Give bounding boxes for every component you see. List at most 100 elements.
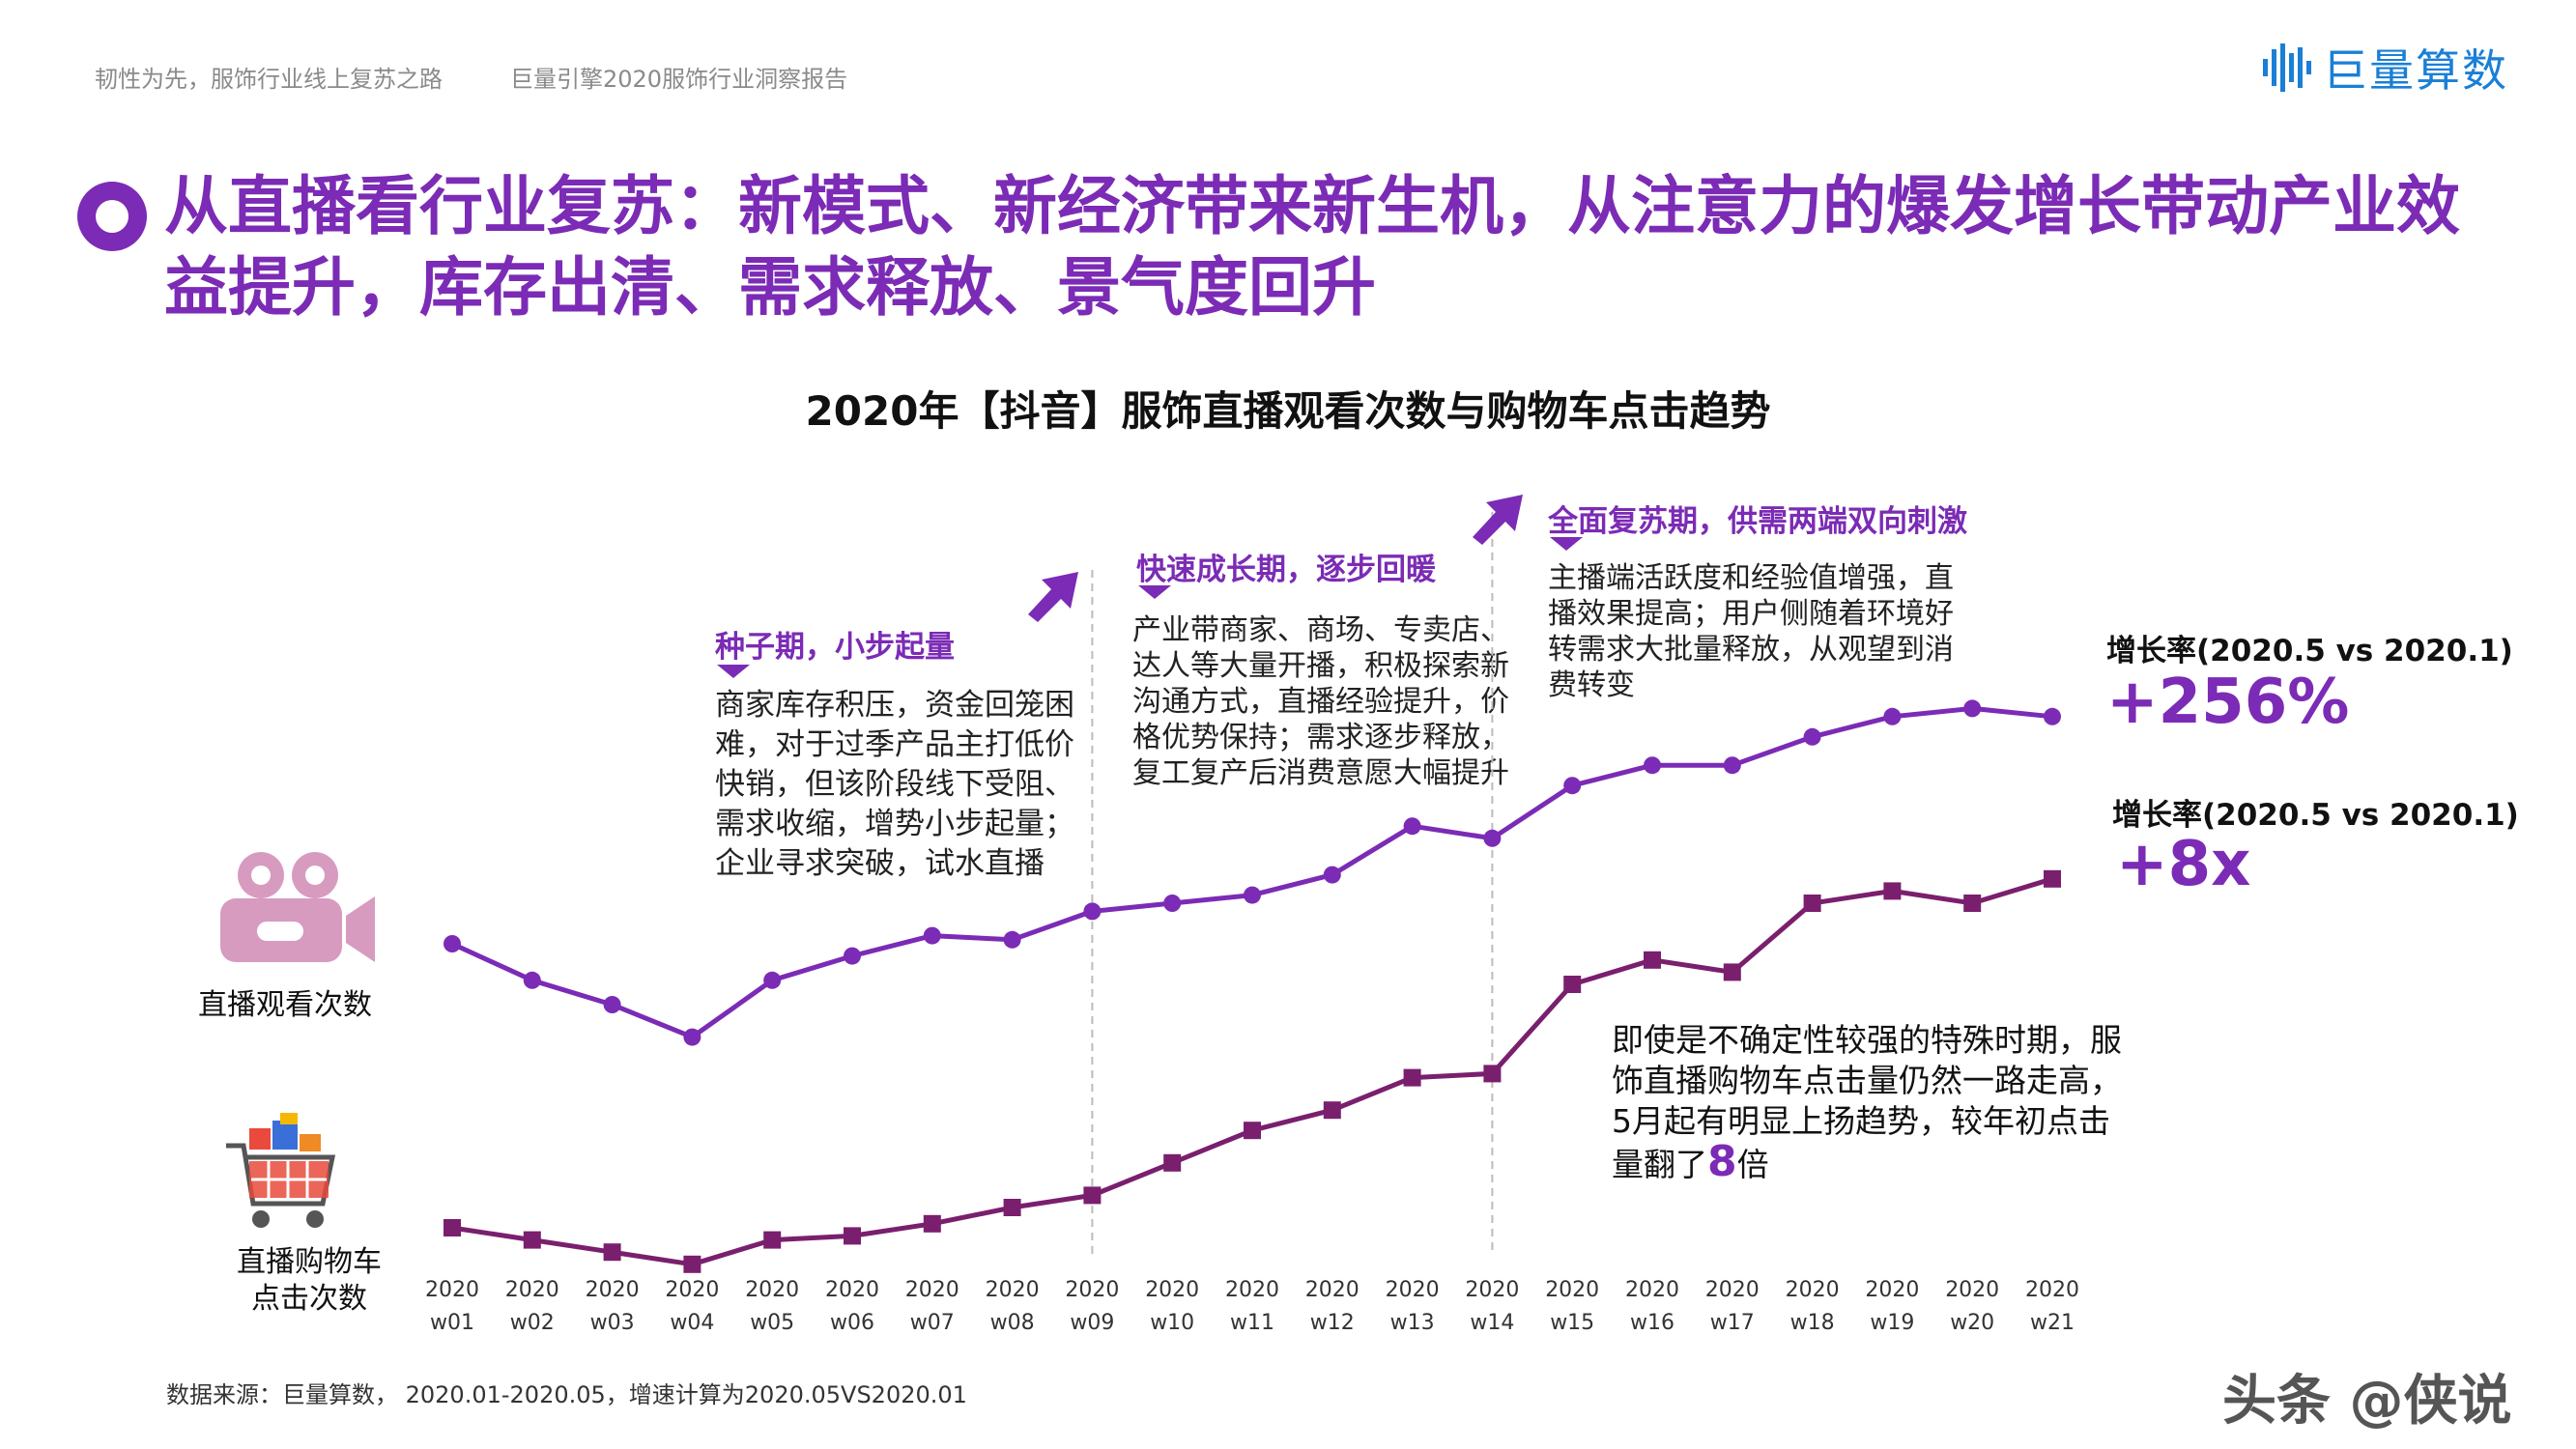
data-point-1 xyxy=(1963,699,1982,718)
watermark: 头条 @侠说 xyxy=(2222,1370,2512,1433)
data-point-1 xyxy=(2044,707,2061,725)
phase-1-body: 商家库存积压，资金回笼困难，对于过季产品主打低价快销，但该阶段线下受阻、需求收缩… xyxy=(715,688,1074,881)
x-tick-label: 2020 xyxy=(1545,1278,1599,1302)
x-tick-label: w20 xyxy=(1950,1311,1994,1335)
x-tick-label: w10 xyxy=(1150,1311,1194,1335)
data-point-1 xyxy=(1244,886,1261,904)
data-point-2 xyxy=(523,1231,541,1249)
data-point-1 xyxy=(1644,756,1661,775)
x-tick-label: w11 xyxy=(1230,1311,1274,1335)
data-point-1 xyxy=(1803,727,1821,746)
clicks-series-label-line2: 点击次数 xyxy=(251,1282,367,1316)
clicks-series-label: 直播购物车 点击次数 xyxy=(193,1244,425,1318)
data-point-1 xyxy=(523,971,541,989)
series-line-2 xyxy=(451,876,2053,1267)
x-tick-label: 2020 xyxy=(1625,1278,1679,1302)
x-tick-label: w21 xyxy=(2030,1311,2075,1335)
data-point-1 xyxy=(1563,777,1582,795)
phase-1-marker-icon xyxy=(717,665,750,678)
x-tick-label: w09 xyxy=(1070,1311,1114,1335)
x-tick-label: w12 xyxy=(1310,1311,1355,1335)
data-point-1 xyxy=(683,1028,701,1046)
page-headline: 从直播看行业复苏：新模式、新经济带来新生机，从注意力的爆发增长带动产业效益提升，… xyxy=(164,169,2460,325)
insight-note-highlight: 8 xyxy=(1707,1137,1737,1186)
x-tick-label: 2020 xyxy=(745,1278,799,1302)
x-tick-label: 2020 xyxy=(1945,1278,1999,1302)
data-point-2 xyxy=(1003,1199,1021,1216)
data-point-1 xyxy=(1323,866,1341,884)
x-tick-label: 2020 xyxy=(1465,1278,1519,1302)
x-tick-label: 2020 xyxy=(1705,1278,1760,1302)
data-point-2 xyxy=(1644,951,1661,969)
x-tick-label: w01 xyxy=(430,1311,474,1335)
growth-clicks-label: 增长率(2020.5 vs 2020.1) xyxy=(2112,798,2519,833)
x-tick-label: w13 xyxy=(1390,1311,1435,1335)
data-point-2 xyxy=(1083,1186,1102,1205)
data-point-2 xyxy=(1803,895,1821,912)
data-point-2 xyxy=(923,1214,941,1233)
x-tick-label: w19 xyxy=(1870,1311,1914,1335)
data-point-2 xyxy=(683,1255,701,1273)
growth-views-value: +256% xyxy=(2106,667,2350,738)
data-point-2 xyxy=(844,1227,861,1245)
x-tick-label: w03 xyxy=(590,1311,635,1335)
x-tick-label: 2020 xyxy=(825,1278,879,1302)
insight-note-suffix: 倍 xyxy=(1736,1146,1769,1183)
data-point-2 xyxy=(603,1243,621,1262)
video-camera-icon xyxy=(220,852,375,962)
data-point-1 xyxy=(1723,756,1741,775)
phase-3-title: 全面复苏期，供需两端双向刺激 xyxy=(1548,504,1967,539)
data-point-1 xyxy=(1403,817,1421,836)
data-point-1 xyxy=(1483,829,1502,847)
brand-logo: 巨量算数 xyxy=(2261,39,2508,97)
data-point-2 xyxy=(1723,963,1741,981)
data-point-1 xyxy=(923,926,941,945)
phase-3-body: 主播端活跃度和经验值增强，直播效果提高；用户侧随着环境好转需求大批量释放，从观望… xyxy=(1548,561,1954,702)
x-tick-label: 2020 xyxy=(505,1278,559,1302)
data-point-2 xyxy=(763,1231,782,1249)
data-point-2 xyxy=(1963,895,1982,912)
data-source-note: 数据来源：巨量算数， 2020.01-2020.05，增速计算为2020.05V… xyxy=(166,1381,967,1408)
data-point-2 xyxy=(1244,1122,1261,1140)
x-tick-label: w06 xyxy=(830,1311,874,1335)
phase-arrow-icon xyxy=(1473,495,1523,545)
data-point-1 xyxy=(1883,707,1902,725)
data-point-2 xyxy=(1403,1068,1421,1087)
logo-bars-icon xyxy=(2263,43,2311,92)
x-tick-label: w17 xyxy=(1710,1311,1755,1335)
headline-bullet-icon xyxy=(77,182,147,251)
data-point-1 xyxy=(1003,930,1021,949)
header-report-title: 巨量引擎2020服饰行业洞察报告 xyxy=(510,66,848,93)
x-tick-label: w14 xyxy=(1470,1311,1514,1335)
data-point-2 xyxy=(1483,1065,1502,1083)
x-tick-label: 2020 xyxy=(586,1278,640,1302)
x-tick-label: w16 xyxy=(1630,1311,1674,1335)
x-tick-label: w02 xyxy=(510,1311,555,1335)
phase-2-body: 产业带商家、商场、专卖店、达人等大量开播，积极探索新沟通方式，直播经验提升，价格… xyxy=(1132,613,1509,790)
x-tick-label: w04 xyxy=(670,1311,714,1335)
phase-2-marker-icon xyxy=(1138,585,1171,599)
x-tick-label: w08 xyxy=(990,1311,1035,1335)
data-point-1 xyxy=(603,996,621,1013)
x-tick-label: w18 xyxy=(1790,1311,1835,1335)
x-tick-label: 2020 xyxy=(1065,1278,1119,1302)
phase-3-marker-icon xyxy=(1550,537,1583,551)
logo-text: 巨量算数 xyxy=(2323,44,2508,97)
phase-2-title: 快速成长期，逐步回暖 xyxy=(1136,553,1436,587)
x-tick-label: 2020 xyxy=(986,1278,1040,1302)
x-tick-label: 2020 xyxy=(905,1278,959,1302)
x-tick-label: w05 xyxy=(750,1311,794,1335)
x-tick-label: 2020 xyxy=(2025,1278,2079,1302)
chart-title: 2020年【抖音】服饰直播观看次数与购物车点击趋势 xyxy=(805,387,1771,435)
x-tick-label: w07 xyxy=(910,1311,955,1335)
data-point-1 xyxy=(1163,895,1182,912)
x-tick-label: 2020 xyxy=(1145,1278,1199,1302)
x-tick-label: 2020 xyxy=(1786,1278,1840,1302)
data-point-2 xyxy=(1163,1153,1182,1172)
x-tick-label: 2020 xyxy=(1386,1278,1440,1302)
data-point-2 xyxy=(444,1219,461,1236)
x-tick-label: 2020 xyxy=(1305,1278,1360,1302)
data-point-1 xyxy=(444,935,461,952)
data-point-2 xyxy=(1883,882,1902,900)
